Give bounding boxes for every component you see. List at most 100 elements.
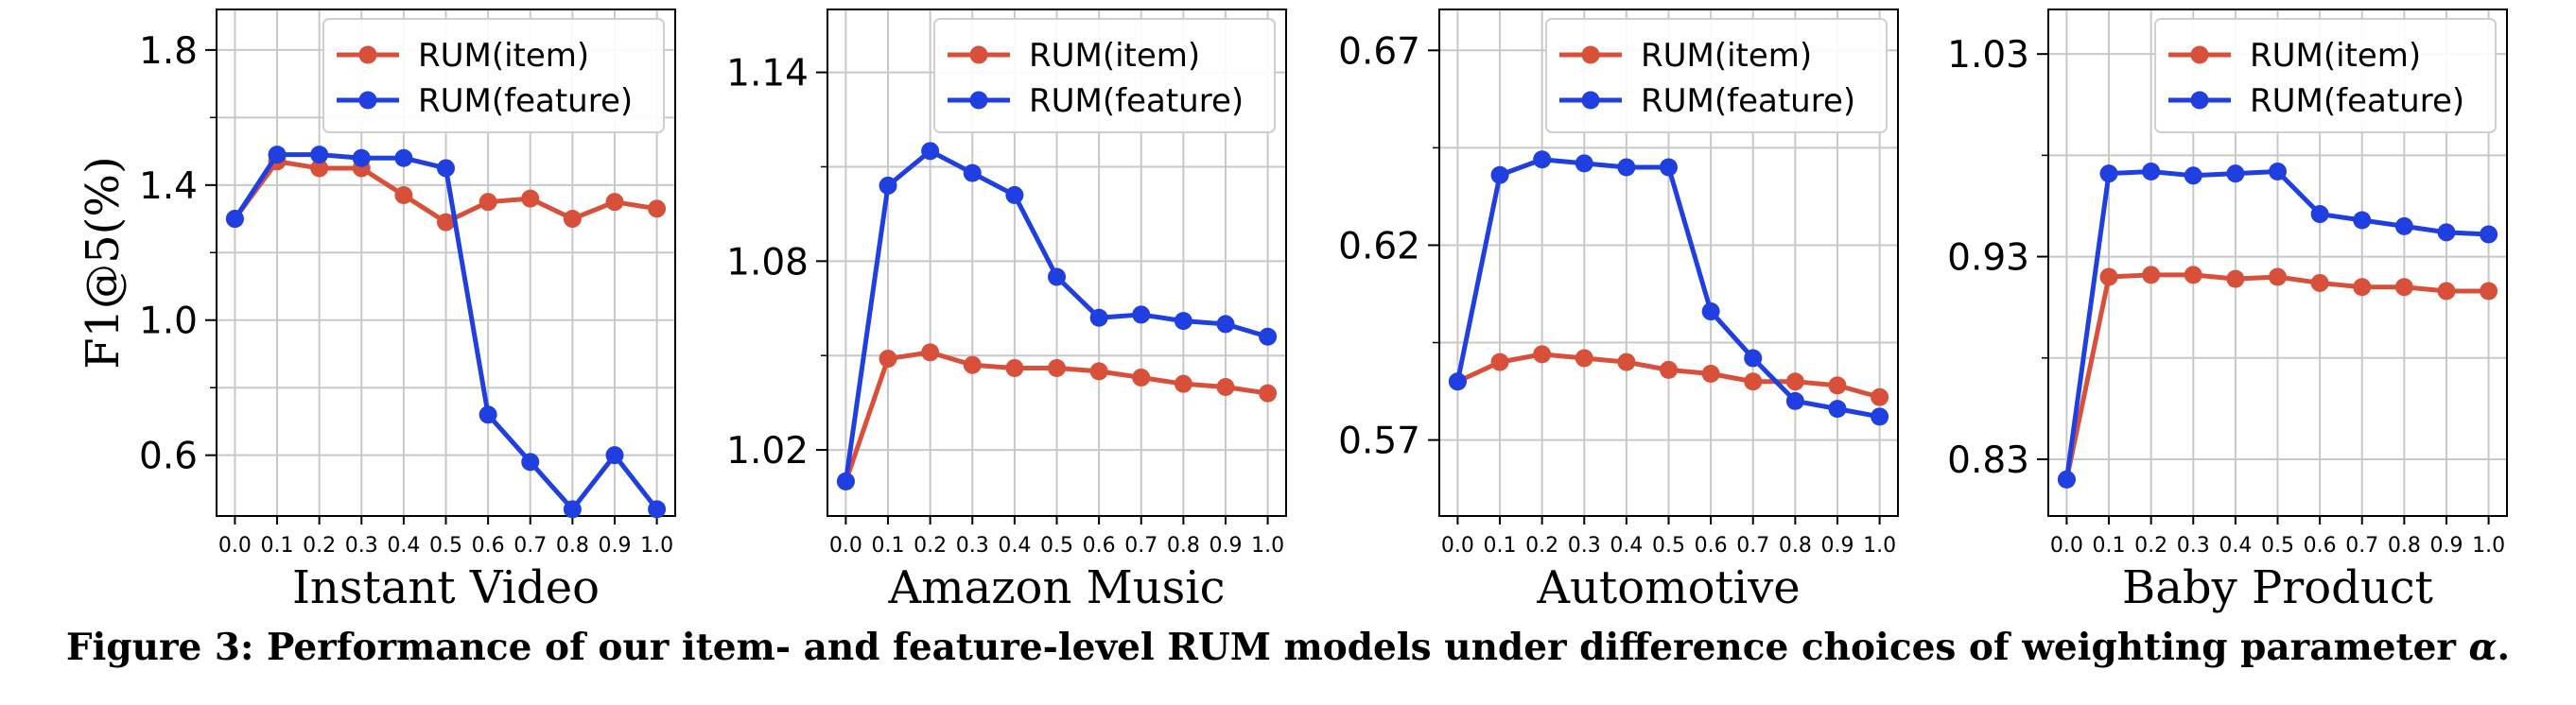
x-axis-label: Instant Video [292,561,600,614]
x-tick-label: 0.0 [1441,534,1474,558]
y-tick-label: 0.62 [1338,225,1420,267]
legend-box [2154,18,2497,133]
data-point-feature [521,453,540,472]
chart-panel-4: 0.83 0.93 1.03 0.0 0.1 0.2 0.3 0.4 0.5 0.6 0.7 0.8 0… [1947,9,2508,614]
data-point-item [437,213,455,232]
data-point-feature [2142,163,2161,181]
data-point-item [521,189,540,208]
data-point-feature [310,146,329,164]
data-point-feature [2057,470,2076,489]
legend-marker-item [969,45,988,64]
data-point-item [2226,269,2245,288]
y-tick-label: 1.03 [1947,34,2029,77]
data-point-feature [1701,302,1720,321]
x-tick-label: 0.1 [261,534,294,558]
legend-label-feature: RUM(feature) [418,82,633,120]
data-point-item [310,159,329,178]
x-tick-label: 0.2 [1525,534,1558,558]
data-point-item [2480,282,2498,301]
x-tick-label: 0.9 [2429,534,2463,558]
data-point-item [1785,372,1804,391]
data-point-feature [1617,158,1636,177]
data-point-item [1174,374,1192,393]
data-point-item [2184,266,2202,284]
x-tick-label: 0.1 [872,534,905,558]
data-point-feature [2099,164,2118,183]
data-point-item [1048,359,1066,378]
y-tick-label: 0.57 [1338,421,1420,463]
x-tick-label: 0.1 [2093,534,2126,558]
data-point-feature [352,148,371,167]
legend-marker-feature [1581,91,1600,110]
data-point-feature [563,500,582,519]
caption-label: Figure 3: [65,626,254,669]
x-tick-label: 0.3 [345,534,378,558]
legend-label-item: RUM(item) [418,37,589,75]
y-tick-label: 0.67 [1338,30,1420,73]
data-point-feature [1828,400,1847,419]
data-point-feature [2437,223,2456,242]
data-point-item [1575,349,1593,368]
data-point-feature [2184,166,2202,185]
data-point-item [1259,384,1278,403]
x-tick-label: 0.3 [956,534,989,558]
data-point-feature [2480,225,2498,244]
x-tick-label: 0.5 [1652,534,1685,558]
data-point-feature [1871,407,1889,426]
x-tick-label: 0.6 [1695,534,1728,558]
data-point-feature [1448,372,1467,391]
x-tick-label: 0.3 [1568,534,1601,558]
x-tick-label: 1.0 [2472,534,2505,558]
x-tick-label: 0.5 [1040,534,1073,558]
chart-panel-1: 0.6 1.0 1.4 1.8 0.0 0.1 0.2 0.3 0.4 0.5 0.6 0.7 0.8 0… [77,9,676,614]
data-point-feature [1089,308,1108,327]
x-tick-label: 0.2 [2134,534,2167,558]
y-tick-label: 1.4 [139,165,198,208]
legend-marker-item [2190,45,2209,64]
x-tick-label: 0.7 [2345,534,2378,558]
data-point-feature [225,210,244,229]
data-point-feature [1216,315,1235,334]
data-point-item [1828,376,1847,395]
y-tick-label: 0.6 [139,436,198,478]
data-point-feature [2310,205,2329,224]
data-point-feature [437,159,455,178]
x-tick-label: 0.7 [1736,534,1769,558]
data-point-item [1744,372,1763,391]
x-tick-label: 0.7 [513,534,547,558]
data-point-item [2269,267,2287,286]
legend-marker-item [358,45,377,64]
data-point-feature [1132,305,1151,324]
data-point-feature [2269,163,2287,181]
x-tick-label: 0.4 [2219,534,2252,558]
x-axis-label: Baby Product [2122,561,2433,614]
x-tick-label: 0.4 [1610,534,1643,558]
data-point-feature [2394,216,2413,235]
data-point-feature [1048,267,1066,286]
data-point-item [921,343,940,362]
data-point-item [2394,278,2413,297]
data-point-item [879,350,897,369]
data-point-feature [921,142,940,161]
data-point-feature [963,163,982,182]
x-tick-label: 0.6 [472,534,505,558]
x-tick-label: 0.9 [1820,534,1854,558]
x-tick-label: 0.0 [218,534,252,558]
y-tick-label: 1.08 [726,241,809,284]
x-tick-label: 0.4 [998,534,1031,558]
x-tick-label: 0.2 [303,534,336,558]
y-tick-label: 0.93 [1947,237,2029,280]
data-point-item [1871,387,1889,406]
caption-text: Performance of our item- and feature-lev… [267,626,2456,669]
data-point-item [1132,369,1151,387]
data-point-feature [648,500,667,519]
legend-box [1545,18,1888,133]
caption-end: . [2497,626,2511,669]
caption-symbol: α [2468,626,2498,669]
y-tick-label: 0.83 [1947,439,2029,482]
x-tick-label: 0.7 [1124,534,1157,558]
data-point-item [1005,359,1024,378]
x-tick-label: 0.8 [2388,534,2421,558]
data-point-feature [1259,327,1278,346]
data-point-feature [1575,154,1593,173]
